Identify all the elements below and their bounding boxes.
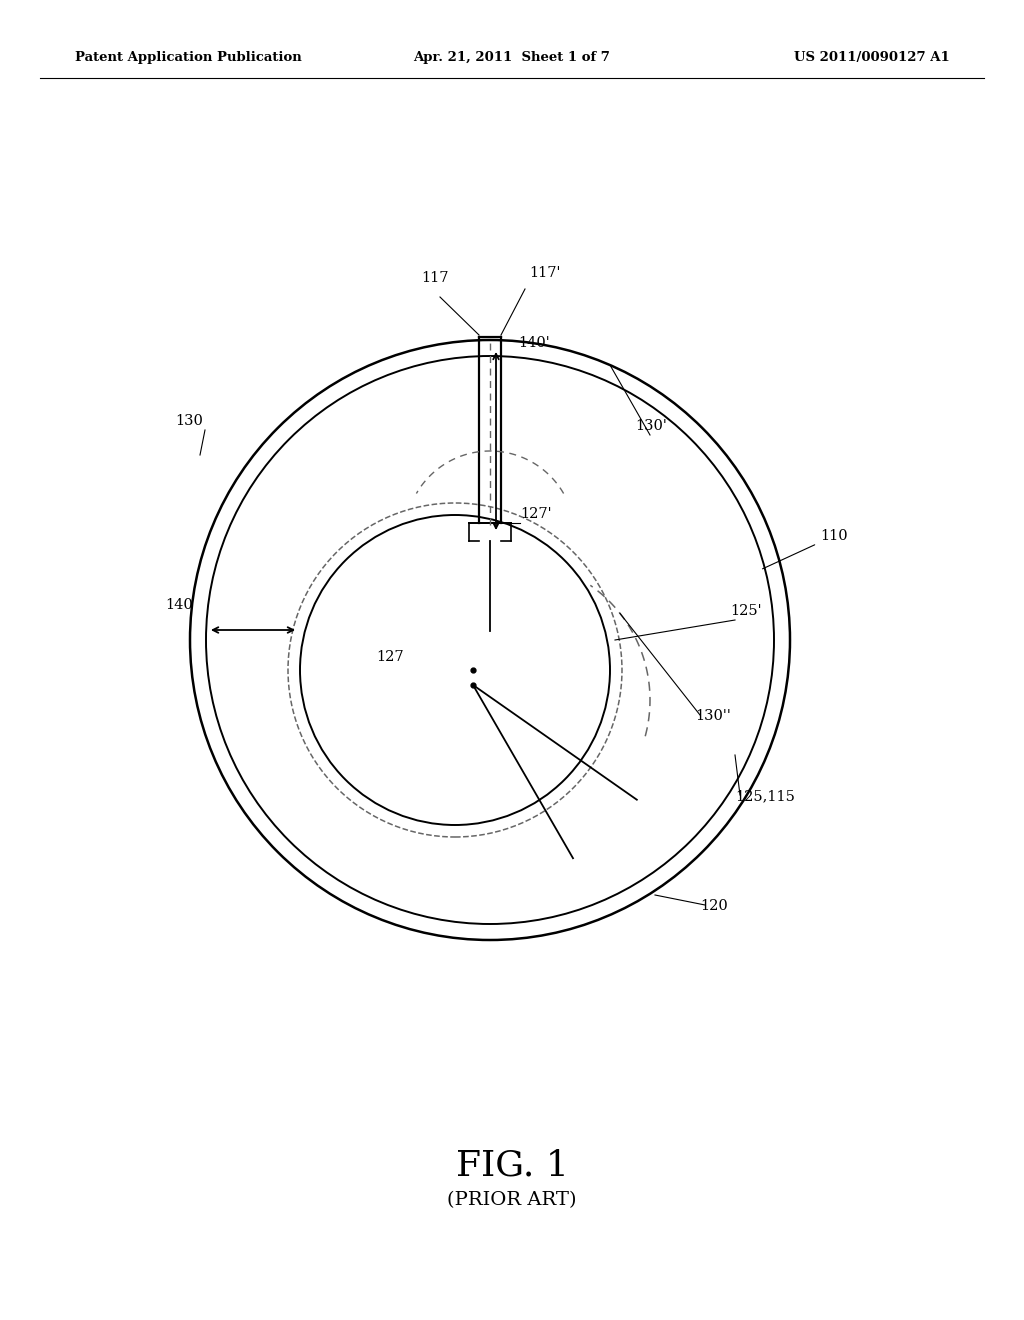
- Text: 125': 125': [730, 605, 762, 618]
- Text: 117: 117: [421, 271, 449, 285]
- Text: 130': 130': [635, 418, 667, 433]
- Text: 140': 140': [518, 337, 550, 350]
- Text: 125,115: 125,115: [735, 789, 795, 803]
- Text: 120: 120: [700, 899, 728, 913]
- Text: 127': 127': [520, 507, 552, 521]
- Text: Patent Application Publication: Patent Application Publication: [75, 51, 302, 65]
- Text: 127: 127: [376, 651, 403, 664]
- Text: FIG. 1: FIG. 1: [456, 1148, 568, 1181]
- Text: US 2011/0090127 A1: US 2011/0090127 A1: [795, 51, 950, 65]
- Text: 130: 130: [175, 414, 203, 428]
- Text: 110: 110: [763, 529, 848, 569]
- Text: 140: 140: [165, 598, 193, 612]
- Text: Apr. 21, 2011  Sheet 1 of 7: Apr. 21, 2011 Sheet 1 of 7: [414, 51, 610, 65]
- Text: 130'': 130'': [695, 709, 731, 723]
- Text: (PRIOR ART): (PRIOR ART): [447, 1191, 577, 1209]
- Text: 117': 117': [529, 267, 561, 280]
